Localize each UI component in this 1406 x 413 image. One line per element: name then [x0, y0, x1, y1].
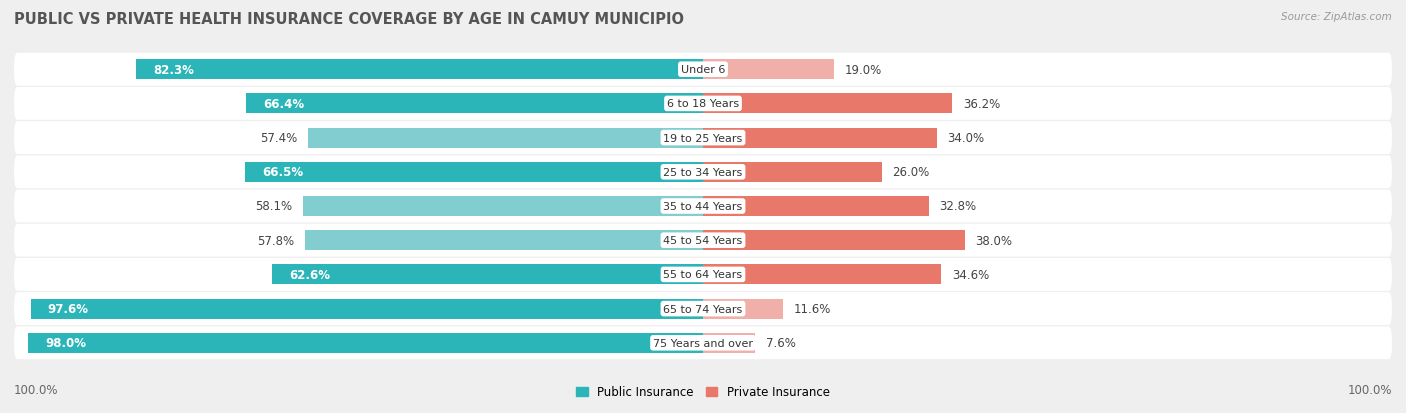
- Bar: [28, 333, 703, 353]
- Text: 34.0%: 34.0%: [948, 132, 984, 145]
- Bar: [31, 299, 703, 319]
- Text: 62.6%: 62.6%: [290, 268, 330, 281]
- Text: 100.0%: 100.0%: [1347, 384, 1392, 396]
- Text: 36.2%: 36.2%: [963, 97, 1000, 111]
- FancyBboxPatch shape: [14, 156, 1392, 189]
- Text: 32.8%: 32.8%: [939, 200, 976, 213]
- Bar: [136, 60, 703, 80]
- FancyBboxPatch shape: [14, 88, 1392, 121]
- Text: 57.4%: 57.4%: [260, 132, 297, 145]
- Bar: [703, 128, 938, 148]
- Text: 55 to 64 Years: 55 to 64 Years: [664, 270, 742, 280]
- FancyBboxPatch shape: [14, 54, 1392, 86]
- Bar: [246, 94, 703, 114]
- FancyBboxPatch shape: [14, 327, 1392, 359]
- Text: 82.3%: 82.3%: [153, 64, 194, 76]
- Text: 11.6%: 11.6%: [793, 302, 831, 316]
- Text: 100.0%: 100.0%: [14, 384, 59, 396]
- Bar: [703, 265, 942, 285]
- Text: 26.0%: 26.0%: [893, 166, 929, 179]
- FancyBboxPatch shape: [14, 190, 1392, 223]
- Text: 7.6%: 7.6%: [766, 337, 796, 349]
- FancyBboxPatch shape: [14, 292, 1392, 325]
- Text: 57.8%: 57.8%: [257, 234, 294, 247]
- Text: 45 to 54 Years: 45 to 54 Years: [664, 236, 742, 246]
- Text: 75 Years and over: 75 Years and over: [652, 338, 754, 348]
- FancyBboxPatch shape: [14, 122, 1392, 154]
- Bar: [302, 197, 703, 216]
- FancyBboxPatch shape: [14, 224, 1392, 257]
- Bar: [703, 231, 965, 251]
- Text: 97.6%: 97.6%: [48, 302, 89, 316]
- Text: 35 to 44 Years: 35 to 44 Years: [664, 202, 742, 211]
- Bar: [703, 299, 783, 319]
- Text: 66.4%: 66.4%: [263, 97, 304, 111]
- Text: 6 to 18 Years: 6 to 18 Years: [666, 99, 740, 109]
- Bar: [703, 333, 755, 353]
- Text: 19.0%: 19.0%: [844, 64, 882, 76]
- Bar: [703, 94, 952, 114]
- Text: 19 to 25 Years: 19 to 25 Years: [664, 133, 742, 143]
- Text: 98.0%: 98.0%: [45, 337, 86, 349]
- Legend: Public Insurance, Private Insurance: Public Insurance, Private Insurance: [576, 385, 830, 399]
- Bar: [703, 162, 882, 182]
- Text: 38.0%: 38.0%: [976, 234, 1012, 247]
- Bar: [305, 231, 703, 251]
- Text: 65 to 74 Years: 65 to 74 Years: [664, 304, 742, 314]
- Text: Under 6: Under 6: [681, 65, 725, 75]
- Text: 58.1%: 58.1%: [256, 200, 292, 213]
- Bar: [703, 60, 834, 80]
- Text: Source: ZipAtlas.com: Source: ZipAtlas.com: [1281, 12, 1392, 22]
- Bar: [271, 265, 703, 285]
- Bar: [245, 162, 703, 182]
- Bar: [703, 197, 929, 216]
- Text: 25 to 34 Years: 25 to 34 Years: [664, 167, 742, 177]
- Bar: [308, 128, 703, 148]
- Text: 34.6%: 34.6%: [952, 268, 988, 281]
- FancyBboxPatch shape: [14, 259, 1392, 291]
- Text: 66.5%: 66.5%: [262, 166, 304, 179]
- Text: PUBLIC VS PRIVATE HEALTH INSURANCE COVERAGE BY AGE IN CAMUY MUNICIPIO: PUBLIC VS PRIVATE HEALTH INSURANCE COVER…: [14, 12, 685, 27]
